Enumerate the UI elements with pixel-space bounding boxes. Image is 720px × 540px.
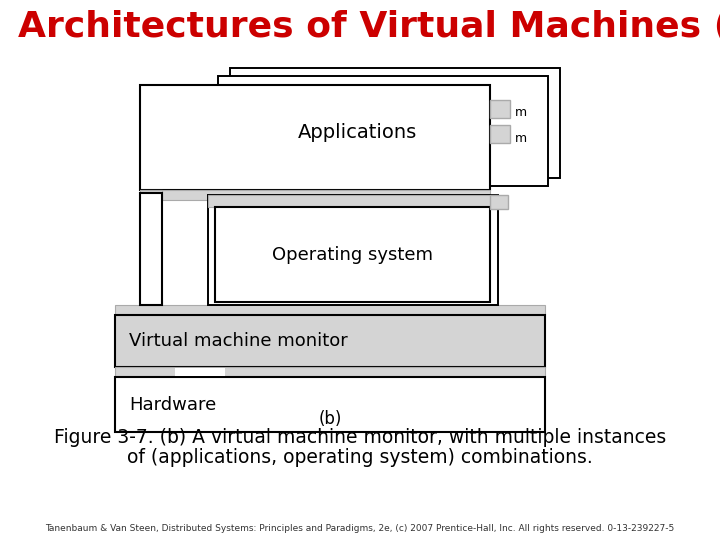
Bar [140,193,162,305]
Bar [208,195,498,305]
Bar [115,367,545,377]
Bar [490,125,510,143]
Text: of (applications, operating system) combinations.: of (applications, operating system) comb… [127,448,593,467]
Text: (b): (b) [318,410,342,428]
Text: Virtual machine monitor: Virtual machine monitor [129,332,348,350]
Bar [215,207,490,302]
Bar [140,190,490,200]
Bar [208,195,498,207]
Text: m: m [515,132,527,145]
Text: Hardware: Hardware [129,395,216,414]
Bar [218,76,548,186]
Bar [490,195,508,209]
Text: Figure 3-7. (b) A virtual machine monitor, with multiple instances: Figure 3-7. (b) A virtual machine monito… [54,428,666,447]
Text: Operating system: Operating system [272,246,433,264]
Bar [140,85,490,190]
Bar [490,100,510,118]
Bar [175,368,225,376]
Bar [115,305,545,315]
Bar [230,68,560,178]
Text: Tanenbaum & Van Steen, Distributed Systems: Principles and Paradigms, 2e, (c) 20: Tanenbaum & Van Steen, Distributed Syste… [45,524,675,533]
Text: Applications: Applications [297,123,417,141]
Text: m: m [515,106,527,119]
Text: Architectures of Virtual Machines (5): Architectures of Virtual Machines (5) [18,10,720,44]
Bar [140,300,162,310]
Bar [140,190,162,200]
Bar [115,377,545,432]
Bar [115,315,545,367]
